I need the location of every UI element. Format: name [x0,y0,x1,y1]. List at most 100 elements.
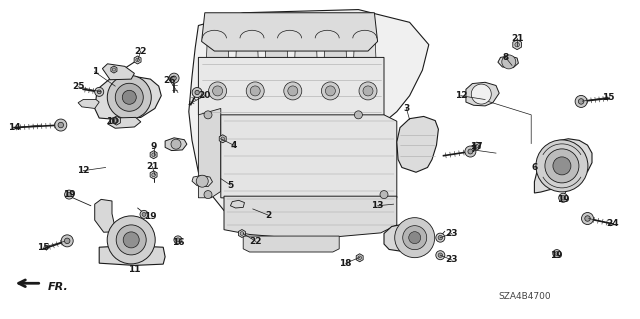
Circle shape [212,86,223,96]
Polygon shape [466,82,499,106]
Circle shape [536,140,588,192]
Circle shape [246,82,264,100]
Polygon shape [134,56,141,64]
Circle shape [561,196,566,200]
Polygon shape [198,108,221,198]
Circle shape [436,233,445,242]
Circle shape [115,83,143,111]
Circle shape [515,42,520,47]
Circle shape [395,218,435,258]
Circle shape [116,225,146,255]
Circle shape [438,235,443,240]
Text: 12: 12 [77,166,90,175]
Circle shape [58,122,63,128]
Text: 17: 17 [470,142,483,151]
Polygon shape [202,13,378,51]
Circle shape [468,149,473,154]
Text: 22: 22 [250,237,262,246]
Circle shape [204,111,212,119]
Circle shape [240,232,244,235]
Text: 21: 21 [511,34,524,43]
Circle shape [67,192,72,197]
Polygon shape [165,138,187,151]
Polygon shape [230,200,244,208]
Circle shape [113,68,115,71]
Text: 19: 19 [550,251,563,260]
Circle shape [196,175,208,187]
Polygon shape [397,116,438,172]
Circle shape [465,146,476,157]
Polygon shape [95,76,161,120]
Circle shape [171,139,181,149]
Polygon shape [221,115,397,204]
Polygon shape [99,246,165,265]
Text: 6: 6 [531,163,538,172]
Text: 2: 2 [266,211,272,220]
Polygon shape [356,254,363,262]
Circle shape [582,212,593,225]
Polygon shape [243,236,339,252]
Circle shape [176,238,180,242]
Polygon shape [78,100,99,108]
Circle shape [359,82,377,100]
Text: 10: 10 [106,117,118,126]
Polygon shape [498,56,518,68]
Text: 13: 13 [371,201,384,210]
Polygon shape [384,224,426,252]
Circle shape [169,73,179,83]
Text: SZA4B4700: SZA4B4700 [499,292,551,300]
Polygon shape [324,22,347,67]
Circle shape [136,58,140,62]
Circle shape [553,249,561,258]
Polygon shape [513,40,522,50]
Circle shape [585,216,590,221]
Circle shape [471,84,492,104]
Polygon shape [239,229,245,238]
Text: 8: 8 [502,53,509,62]
Polygon shape [534,139,592,193]
Polygon shape [220,135,226,143]
Circle shape [65,190,74,199]
Circle shape [288,86,298,96]
Circle shape [152,173,156,177]
Text: 4: 4 [230,141,237,150]
Circle shape [174,236,182,244]
Circle shape [122,90,136,104]
Text: 5: 5 [227,181,234,189]
Text: 22: 22 [134,47,147,56]
Polygon shape [294,22,317,67]
Circle shape [380,190,388,199]
Circle shape [579,99,584,104]
Circle shape [108,75,151,119]
Text: 3: 3 [403,104,410,113]
Circle shape [172,76,176,80]
Circle shape [142,212,146,216]
Text: 20: 20 [198,91,211,100]
Circle shape [502,55,516,69]
Polygon shape [95,199,125,232]
Circle shape [575,95,587,108]
Circle shape [284,82,302,100]
Text: 19: 19 [557,195,570,204]
Polygon shape [224,196,397,238]
Circle shape [355,111,362,119]
Polygon shape [108,117,141,128]
Polygon shape [113,116,120,125]
Circle shape [97,90,101,94]
Polygon shape [206,22,229,67]
Polygon shape [102,64,134,80]
Circle shape [555,252,559,256]
Circle shape [209,82,227,100]
Circle shape [363,86,373,96]
Polygon shape [474,142,480,150]
Text: 19: 19 [63,190,76,199]
Text: 23: 23 [445,229,458,238]
Circle shape [221,137,225,141]
Circle shape [95,87,104,96]
Circle shape [553,157,571,175]
Circle shape [358,256,362,260]
Circle shape [123,232,140,248]
Text: 9: 9 [150,142,157,151]
Polygon shape [198,57,384,124]
Polygon shape [236,22,259,67]
